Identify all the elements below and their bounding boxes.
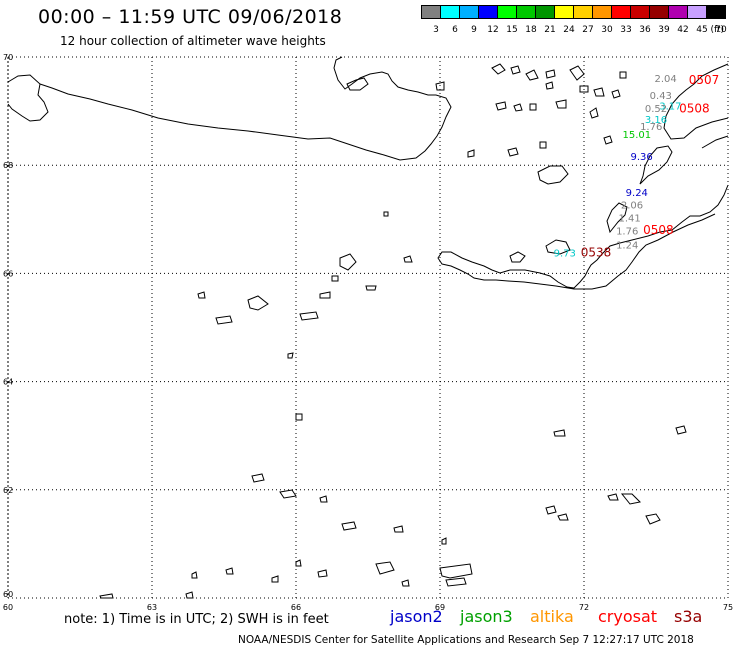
- wave-height-value: 1.76: [640, 122, 662, 133]
- wave-height-value: 2.04: [654, 74, 676, 85]
- lat-tick-label-62: 62: [3, 486, 13, 495]
- wave-height-value: 9.36: [630, 152, 652, 163]
- wave-height-value: 1.41: [618, 213, 640, 224]
- pass-time-label: 0508: [643, 223, 674, 237]
- scale-label-24: 24: [563, 25, 575, 35]
- lon-tick-label-60: 60: [3, 603, 13, 612]
- scale-label-12: 12: [487, 25, 498, 35]
- wave-height-value: 15.01: [622, 130, 651, 141]
- map-title: 00:00 – 11:59 UTC 09/06/2018: [38, 6, 343, 28]
- scale-label-42: 42: [677, 25, 688, 35]
- scale-label-9: 9: [471, 25, 477, 35]
- pass-time-label: 0508: [679, 102, 710, 116]
- scale-label-30: 30: [601, 25, 613, 35]
- scale-label-3: 3: [433, 25, 439, 35]
- pass-time-label: 0538: [581, 246, 612, 260]
- scale-label-18: 18: [525, 25, 537, 35]
- wave-height-color-scale: 3 6 9 12 15 18 21 24 27 30 33 36 39 42 45 70(ft): [421, 5, 727, 35]
- pass-time-label: 0507: [689, 73, 720, 87]
- lon-tick-label-69: 69: [435, 603, 445, 612]
- lat-tick-label-70: 70: [3, 53, 13, 62]
- scale-label-27: 27: [582, 25, 593, 35]
- scale-unit-label: (ft): [710, 25, 724, 35]
- lat-tick-label-60: 60: [3, 590, 13, 599]
- scale-label-70: 70: [715, 25, 727, 35]
- credit-line: NOAA/NESDIS Center for Satellite Applica…: [238, 634, 694, 646]
- wave-height-value: 3.17: [659, 101, 681, 112]
- lat-tick-label-66: 66: [3, 269, 13, 278]
- wave-height-value: 0.43: [650, 91, 672, 102]
- wave-height-value: 1.24: [616, 241, 638, 252]
- legend-jason2: jason2: [390, 607, 443, 626]
- scale-label-45: 45: [696, 25, 707, 35]
- legend-jason3: jason3: [460, 607, 513, 626]
- scale-label-36: 36: [639, 25, 651, 35]
- wave-height-value: 1.76: [616, 226, 638, 237]
- scale-label-21: 21: [544, 25, 555, 35]
- scale-label-6: 6: [452, 25, 458, 35]
- wave-height-value: 3.16: [645, 115, 667, 126]
- legend-s3a: s3a: [674, 607, 703, 626]
- lon-tick-label-66: 66: [291, 603, 301, 612]
- map-frame: [7, 56, 729, 599]
- wave-height-value: 9.24: [626, 188, 648, 199]
- scale-swatch-70: [706, 5, 726, 19]
- lon-tick-label-72: 72: [579, 603, 589, 612]
- legend-altika: altika: [530, 607, 574, 626]
- legend-cryosat: cryosat: [598, 607, 658, 626]
- scale-label-15: 15: [506, 25, 517, 35]
- lon-tick-label-63: 63: [147, 603, 157, 612]
- wave-height-value: 9.73: [554, 249, 576, 260]
- wave-height-value: 0.52: [645, 104, 667, 115]
- lon-tick-label-75: 75: [723, 603, 733, 612]
- footer-note: note: 1) Time is in UTC; 2) SWH is in fe…: [64, 612, 329, 627]
- map-subtitle: 12 hour collection of altimeter wave hei…: [60, 34, 326, 48]
- lat-tick-label-64: 64: [3, 378, 13, 387]
- wave-height-value: 2.06: [621, 200, 643, 211]
- scale-label-33: 33: [620, 25, 631, 35]
- lat-tick-label-68: 68: [3, 161, 13, 170]
- scale-label-39: 39: [658, 25, 670, 35]
- coastline: [7, 56, 729, 599]
